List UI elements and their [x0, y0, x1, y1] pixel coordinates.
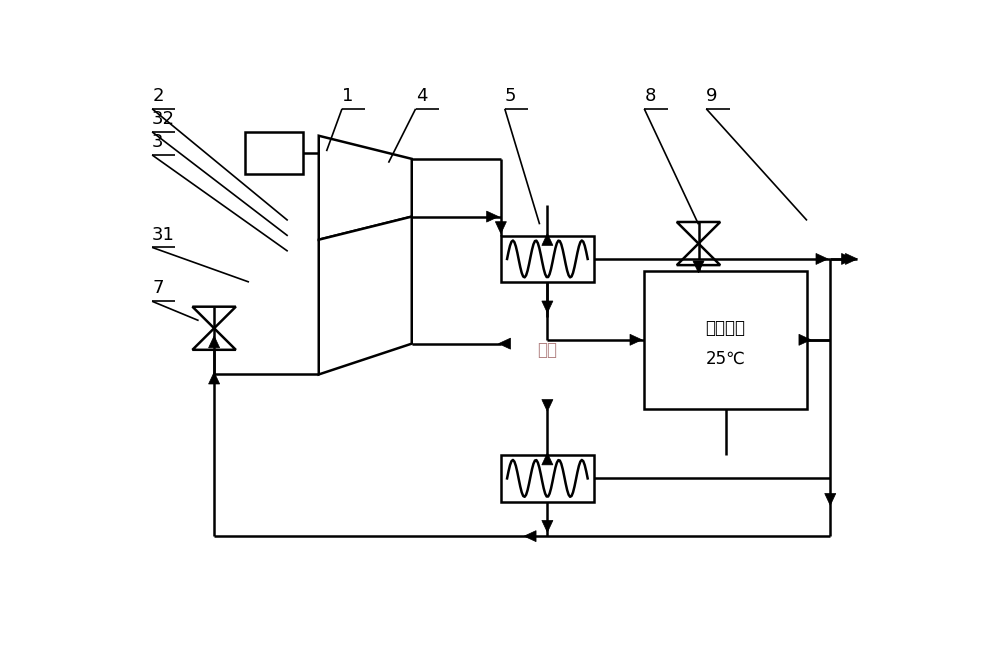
Text: 大气: 大气 — [537, 341, 557, 359]
Text: 25℃: 25℃ — [706, 350, 746, 368]
Polygon shape — [319, 136, 412, 240]
Polygon shape — [799, 334, 811, 345]
Polygon shape — [842, 254, 854, 265]
Polygon shape — [825, 493, 836, 505]
Polygon shape — [209, 336, 220, 348]
Text: 9: 9 — [706, 87, 718, 105]
Bar — [644, 270, 807, 409]
Polygon shape — [630, 334, 642, 345]
Text: 31: 31 — [152, 226, 175, 244]
Text: 4: 4 — [416, 87, 427, 105]
Polygon shape — [542, 400, 553, 411]
Bar — [245, 132, 303, 174]
Text: 32: 32 — [152, 110, 175, 128]
Polygon shape — [542, 521, 553, 532]
Polygon shape — [542, 233, 553, 246]
Bar — [501, 455, 594, 502]
Polygon shape — [209, 372, 220, 384]
Text: 1: 1 — [342, 87, 353, 105]
Text: 7: 7 — [152, 280, 164, 298]
Polygon shape — [542, 301, 553, 313]
Text: 数据机房: 数据机房 — [706, 319, 746, 337]
Bar — [501, 236, 594, 282]
Polygon shape — [542, 453, 553, 465]
Polygon shape — [816, 254, 828, 265]
Polygon shape — [487, 211, 499, 222]
Polygon shape — [693, 261, 704, 273]
Text: 5: 5 — [505, 87, 516, 105]
Text: 8: 8 — [644, 87, 656, 105]
Polygon shape — [524, 530, 536, 541]
Polygon shape — [845, 254, 857, 265]
Text: 2: 2 — [152, 87, 164, 105]
Text: 3: 3 — [152, 133, 164, 151]
Polygon shape — [495, 222, 506, 233]
Polygon shape — [499, 338, 510, 349]
Polygon shape — [319, 216, 412, 374]
